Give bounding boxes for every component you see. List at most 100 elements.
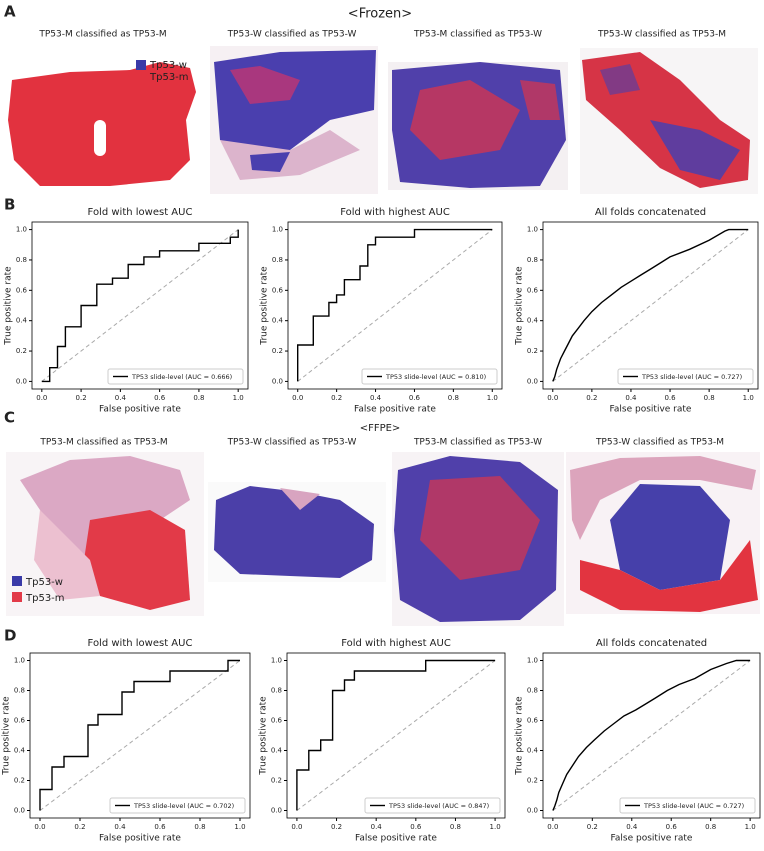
x-tick-label: 0.4 <box>114 823 126 831</box>
chart-title: All folds concatenated <box>595 207 706 218</box>
x-tick-label: 0.4 <box>626 823 638 831</box>
y-tick-label: 0.8 <box>527 687 538 695</box>
y-axis-label: True positive rate <box>515 696 525 776</box>
x-axis-label: False positive rate <box>610 405 692 415</box>
x-tick-label: 0.0 <box>34 823 45 831</box>
y-tick-label: 0.2 <box>271 777 282 785</box>
section-title: <Frozen> <box>348 7 412 22</box>
slide-image <box>580 48 758 194</box>
roc-curve <box>39 659 240 811</box>
x-tick-label: 0.8 <box>448 394 459 402</box>
x-tick-label: 0.8 <box>704 394 715 402</box>
y-tick-label: 0.6 <box>527 717 539 725</box>
y-axis-label: True positive rate <box>515 266 525 346</box>
x-tick-label: 0.2 <box>587 823 598 831</box>
x-tick-label: 1.0 <box>743 394 754 402</box>
x-axis-label: False positive rate <box>611 834 693 844</box>
caption: TP53-W classified as TP53-M <box>595 438 724 448</box>
reference-line <box>552 229 749 382</box>
plot-frame <box>29 652 251 819</box>
y-tick-label: 0.0 <box>272 377 283 385</box>
x-axis-label: False positive rate <box>99 834 181 844</box>
y-tick-label: 0.4 <box>16 317 28 325</box>
legend-box <box>361 368 498 385</box>
slide-image <box>208 482 386 582</box>
caption: TP53-M classified as TP53-W <box>413 438 542 448</box>
slide-image <box>566 452 760 614</box>
chart-title: Fold with lowest AUC <box>88 638 193 649</box>
roc-curve <box>41 229 239 383</box>
y-tick-label: 0.4 <box>527 317 539 325</box>
x-tick-label: 0.2 <box>74 823 85 831</box>
x-axis-label: False positive rate <box>99 405 181 415</box>
legend-box <box>107 368 244 385</box>
y-tick-label: 0.0 <box>14 807 25 815</box>
y-axis-label: True positive rate <box>2 696 12 776</box>
y-tick-label: 1.0 <box>14 657 25 665</box>
x-axis-label: False positive rate <box>354 405 436 415</box>
y-tick-label: 0.8 <box>14 687 25 695</box>
y-tick-label: 0.2 <box>272 347 283 355</box>
x-tick-label: 0.0 <box>36 394 47 402</box>
chart-title: Fold with highest AUC <box>341 638 451 649</box>
y-axis-label: True positive rate <box>259 696 269 776</box>
y-tick-label: 0.2 <box>14 777 25 785</box>
slide-image: Tp53-w Tp53-m <box>6 452 204 616</box>
x-tick-label: 0.6 <box>410 823 422 831</box>
legend-label: Tp53-m <box>25 593 65 604</box>
y-tick-label: 0.8 <box>271 687 282 695</box>
y-tick-label: 0.4 <box>271 747 283 755</box>
x-tick-label: 0.6 <box>666 823 678 831</box>
x-tick-label: 1.0 <box>234 823 245 831</box>
y-tick-label: 1.0 <box>527 657 538 665</box>
slide-image <box>388 62 568 190</box>
y-tick-label: 0.2 <box>16 347 27 355</box>
plot-frame <box>542 221 759 390</box>
section-title: <FFPE> <box>360 423 401 434</box>
legend-label: TP53 slide-level (AUC = 0.810) <box>385 373 486 381</box>
reference-line <box>296 660 496 811</box>
slide-image <box>392 452 564 626</box>
y-tick-label: 0.6 <box>16 286 28 294</box>
y-tick-label: 0.4 <box>272 317 284 325</box>
x-tick-label: 1.0 <box>490 823 501 831</box>
roc-curve <box>297 228 493 382</box>
y-tick-label: 0.6 <box>271 717 283 725</box>
x-tick-label: 0.2 <box>76 394 87 402</box>
y-tick-label: 0.0 <box>16 377 27 385</box>
caption: TP53-M classified as TP53-M <box>38 30 166 40</box>
caption: TP53-M classified as TP53-M <box>39 438 167 448</box>
y-tick-label: 0.0 <box>527 807 538 815</box>
y-tick-label: 0.4 <box>527 747 539 755</box>
reference-line <box>39 660 241 811</box>
y-tick-label: 1.0 <box>16 226 27 234</box>
panel-label: C <box>4 409 15 427</box>
y-tick-label: 0.8 <box>272 256 283 264</box>
x-tick-label: 0.6 <box>154 823 166 831</box>
chart-title: Fold with highest AUC <box>340 207 450 218</box>
y-tick-label: 0.2 <box>527 347 538 355</box>
caption: TP53-W classified as TP53-W <box>227 30 357 40</box>
x-tick-label: 1.0 <box>233 394 244 402</box>
x-tick-label: 0.0 <box>547 394 558 402</box>
slide-image <box>210 46 378 194</box>
panel-label: B <box>4 196 15 214</box>
roc-curve <box>552 228 749 382</box>
x-tick-label: 0.6 <box>664 394 676 402</box>
x-tick-label: 0.8 <box>194 823 205 831</box>
legend-label: TP53 slide-level (AUC = 0.847) <box>388 802 489 810</box>
x-tick-label: 0.6 <box>409 394 421 402</box>
y-tick-label: 0.2 <box>527 777 538 785</box>
x-tick-label: 0.4 <box>371 823 383 831</box>
x-tick-label: 0.8 <box>705 823 716 831</box>
caption: TP53-M classified as TP53-W <box>413 30 542 40</box>
x-tick-label: 0.8 <box>450 823 461 831</box>
plot-frame <box>31 221 249 390</box>
y-tick-label: 0.0 <box>271 807 282 815</box>
legend-box <box>109 797 246 814</box>
chart-title: All folds concatenated <box>596 638 707 649</box>
y-tick-label: 1.0 <box>271 657 282 665</box>
caption: TP53-W classified as TP53-W <box>227 438 357 448</box>
x-tick-label: 0.0 <box>547 823 558 831</box>
